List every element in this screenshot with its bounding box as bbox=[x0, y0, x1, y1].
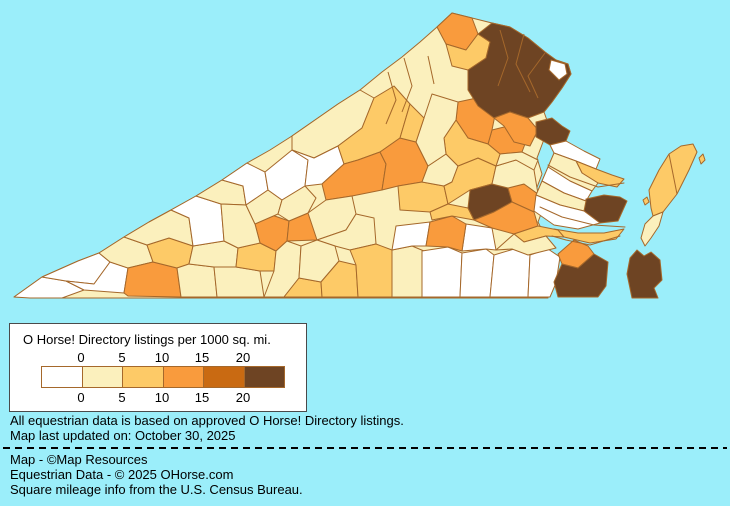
island bbox=[698, 153, 706, 165]
virginia-choropleth-map bbox=[13, 12, 706, 299]
dashed-divider bbox=[3, 447, 727, 449]
inner-borders-layer bbox=[385, 29, 678, 195]
legend-swatch bbox=[81, 367, 122, 387]
legend-tick: 5 bbox=[118, 390, 126, 405]
legend-swatch bbox=[243, 367, 284, 387]
legend-tick: 20 bbox=[235, 390, 251, 405]
legend-tick: 0 bbox=[77, 390, 85, 405]
eastern-shore-northampton bbox=[640, 211, 664, 247]
data-credit: Equestrian Data - © 2025 OHorse.com bbox=[10, 467, 234, 482]
census-credit: Square mileage info from the U.S. Census… bbox=[10, 482, 303, 497]
legend-tick: 10 bbox=[154, 390, 170, 405]
county-border-line bbox=[427, 55, 435, 85]
legend-tick: 20 bbox=[235, 350, 251, 365]
map-legend: O Horse! Directory listings per 1000 sq.… bbox=[9, 323, 307, 412]
county-border-line bbox=[668, 153, 678, 195]
counties-layer bbox=[13, 12, 706, 299]
legend-tick: 15 bbox=[194, 350, 210, 365]
legend-tick: 10 bbox=[154, 350, 170, 365]
county bbox=[316, 213, 377, 251]
legend-swatch bbox=[42, 367, 82, 387]
county bbox=[213, 266, 265, 298]
county bbox=[399, 103, 425, 143]
county bbox=[553, 253, 609, 298]
county bbox=[493, 111, 539, 147]
legend-tick: 5 bbox=[118, 350, 126, 365]
county bbox=[421, 246, 463, 298]
eastern-shore-accomack bbox=[648, 143, 698, 217]
island bbox=[642, 196, 650, 206]
river bbox=[551, 235, 621, 246]
legend-swatch bbox=[203, 367, 244, 387]
river bbox=[547, 164, 625, 188]
county bbox=[391, 221, 431, 251]
county-border-line bbox=[515, 33, 531, 93]
legend-tick: 15 bbox=[194, 390, 210, 405]
county bbox=[527, 248, 561, 298]
legend-swatch bbox=[122, 367, 163, 387]
county bbox=[459, 248, 495, 298]
legend-ticks-top: 0 5 10 15 20 bbox=[41, 350, 283, 365]
county bbox=[425, 215, 467, 252]
county bbox=[548, 59, 568, 81]
legend-color-ramp bbox=[41, 366, 285, 388]
county bbox=[176, 263, 218, 298]
legend-title: O Horse! Directory listings per 1000 sq.… bbox=[23, 332, 271, 347]
river bbox=[539, 206, 626, 228]
virginia-beach-blob bbox=[626, 249, 663, 299]
county bbox=[489, 248, 531, 298]
county bbox=[533, 194, 601, 230]
last-updated-note: Map last updated on: October 30, 2025 bbox=[10, 428, 236, 443]
county-border-line bbox=[385, 71, 397, 125]
data-source-note: All equestrian data is based on approved… bbox=[10, 413, 404, 428]
county-border-line bbox=[497, 29, 509, 87]
county bbox=[391, 245, 425, 298]
county-border-line bbox=[527, 52, 546, 99]
legend-tick: 0 bbox=[77, 350, 85, 365]
county bbox=[535, 117, 571, 146]
legend-swatch bbox=[162, 367, 203, 387]
river-layer bbox=[539, 164, 626, 246]
county bbox=[495, 233, 557, 256]
legend-ticks-bottom: 0 5 10 15 20 bbox=[41, 390, 283, 405]
map-credit: Map - ©Map Resources bbox=[10, 452, 148, 467]
county-border-line bbox=[401, 57, 413, 113]
county bbox=[320, 260, 359, 298]
